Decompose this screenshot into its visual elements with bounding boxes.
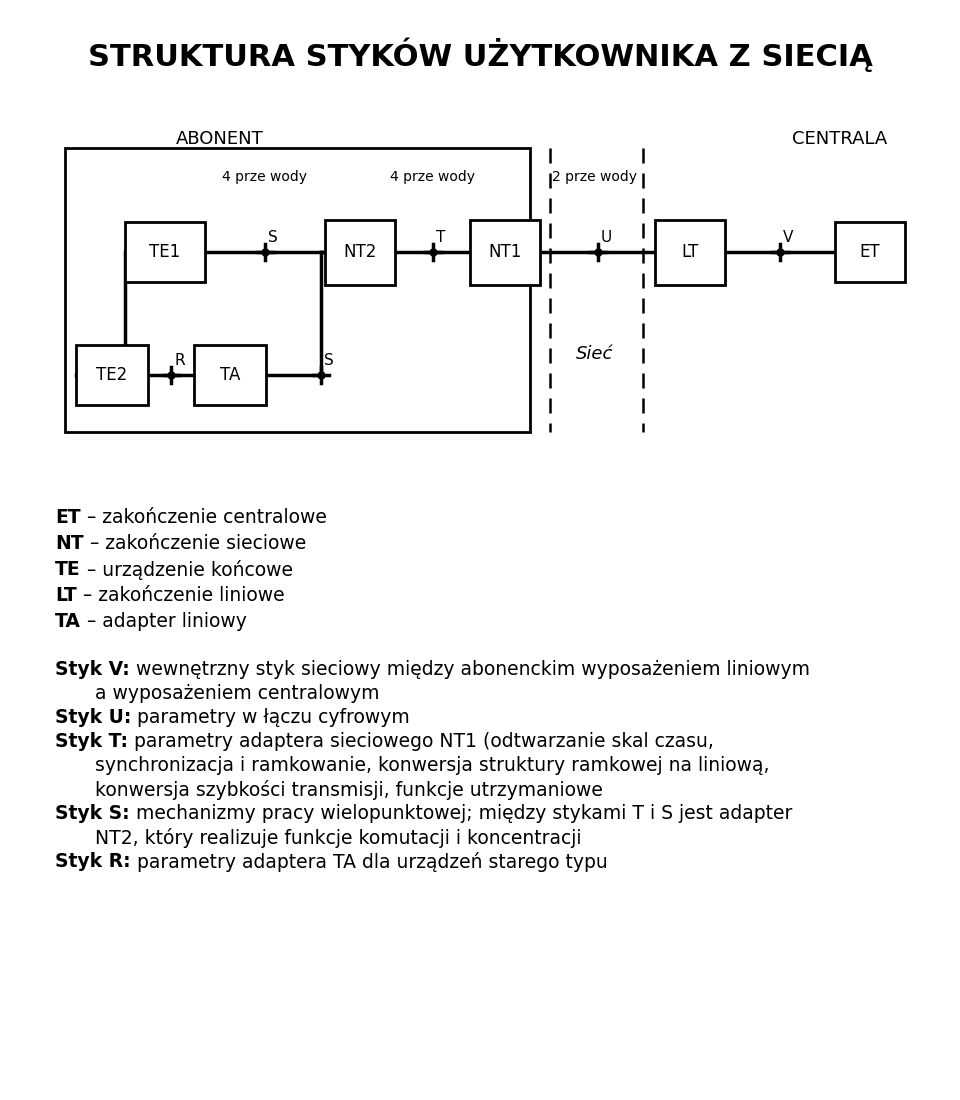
Bar [194,345,266,405]
Text: S: S [324,353,334,369]
Bar [325,220,395,285]
Text: Styk T:: Styk T: [55,732,128,751]
Text: – zakończenie liniowe: – zakończenie liniowe [77,586,284,605]
Text: 4 prze wody: 4 prze wody [223,170,307,184]
Text: ABONENT: ABONENT [176,130,264,148]
Text: TE1: TE1 [150,243,180,261]
Text: Styk S:: Styk S: [55,804,130,823]
Text: 4 prze wody: 4 prze wody [390,170,475,184]
Text: U: U [601,230,612,245]
Text: ET: ET [55,508,81,527]
Text: Styk U:: Styk U: [55,708,132,727]
Text: TE2: TE2 [96,366,128,384]
Text: konwersja szybkości transmisji, funkcje utrzymaniowe: konwersja szybkości transmisji, funkcje … [95,780,603,800]
Text: LT: LT [682,243,699,261]
Text: T: T [436,230,444,245]
Text: parametry adaptera sieciowego NT1 (odtwarzanie skal czasu,: parametry adaptera sieciowego NT1 (odtwa… [128,732,714,751]
Text: Styk R:: Styk R: [55,852,131,871]
Text: TE: TE [55,560,81,579]
Text: – zakończenie sieciowe: – zakończenie sieciowe [84,534,306,553]
Bar [470,220,540,285]
Text: NT2, który realizuje funkcje komutacji i koncentracji: NT2, który realizuje funkcje komutacji i… [95,828,582,848]
Text: TA: TA [220,366,240,384]
Text: a wyposażeniem centralowym: a wyposażeniem centralowym [95,684,379,703]
Text: – zakończenie centralowe: – zakończenie centralowe [81,508,326,527]
Text: CENTRALA: CENTRALA [792,130,888,148]
Text: parametry adaptera TA dla urządzeń starego typu: parametry adaptera TA dla urządzeń stare… [131,852,608,872]
Text: NT: NT [55,534,84,553]
Text: ET: ET [860,243,880,261]
Text: – urządzenie końcowe: – urządzenie końcowe [81,560,293,580]
Text: NT2: NT2 [344,243,376,261]
Text: wewnętrzny styk sieciowy między abonenckim wyposażeniem liniowym: wewnętrzny styk sieciowy między abonenck… [130,660,809,679]
Bar [76,345,148,405]
Text: Styk V:: Styk V: [55,660,130,679]
Text: NT1: NT1 [489,243,521,261]
Bar [65,148,530,432]
Text: 2 prze wody: 2 prze wody [553,170,637,184]
Text: STRUKTURA STYKÓW UŻYTKOWNIKA Z SIECIĄ: STRUKTURA STYKÓW UŻYTKOWNIKA Z SIECIĄ [87,39,873,73]
Text: LT: LT [55,586,77,605]
Text: Sieć: Sieć [576,345,613,363]
Bar [125,222,205,282]
Text: TA: TA [55,612,81,631]
Text: R: R [174,353,184,369]
Text: synchronizacja i ramkowanie, konwersja struktury ramkowej na liniową,: synchronizacja i ramkowanie, konwersja s… [95,756,770,775]
Text: parametry w łączu cyfrowym: parametry w łączu cyfrowym [132,708,410,727]
Bar [835,222,905,282]
Text: – adapter liniowy: – adapter liniowy [81,612,247,631]
Text: mechanizmy pracy wielopunktowej; między stykami T i S jest adapter: mechanizmy pracy wielopunktowej; między … [130,804,792,823]
Text: S: S [268,230,277,245]
Bar [655,220,725,285]
Text: V: V [783,230,793,245]
